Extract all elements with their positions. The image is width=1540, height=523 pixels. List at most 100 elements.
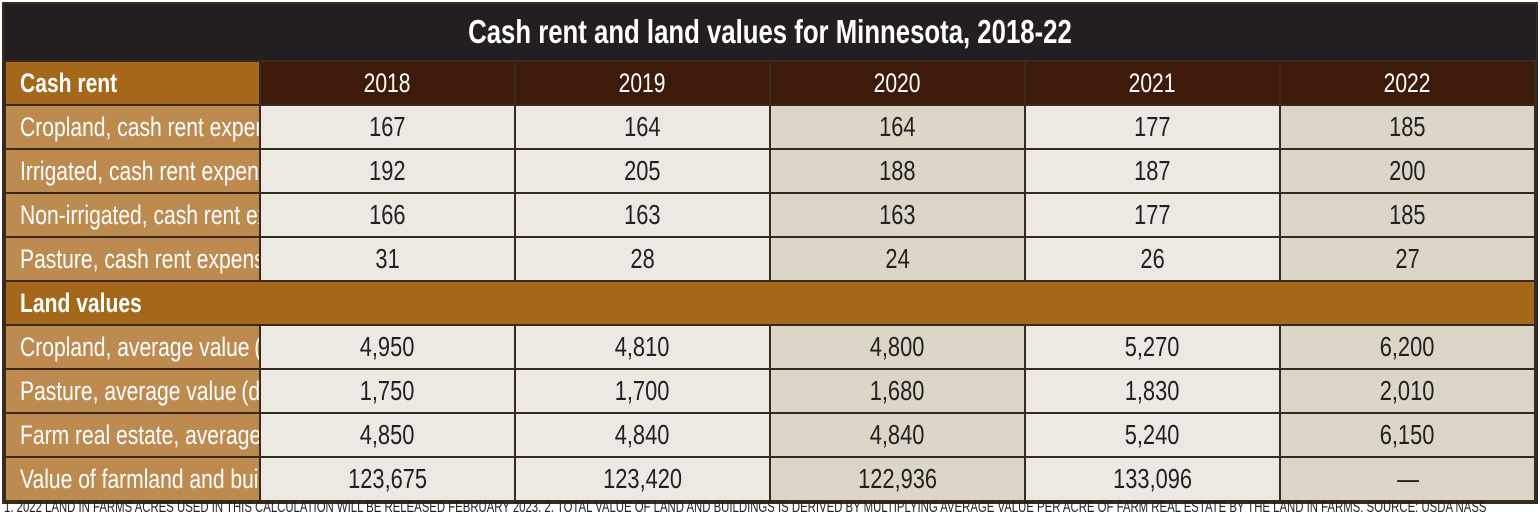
value-cell-2020: 164	[769, 104, 1026, 150]
value-text: 1,680	[870, 375, 925, 406]
section-title-text: Cash rent	[20, 67, 118, 98]
row-label: Non-irrigated, cash rent expense(dollars…	[4, 192, 261, 238]
row-label-text: Irrigated, cash rent expense	[20, 155, 260, 186]
value-cell-2020: 24	[769, 236, 1026, 282]
value-cell-2019: 164	[514, 104, 771, 150]
row-label-text: Farm real estate, average value	[20, 419, 260, 450]
value-text: 133,096	[1113, 463, 1192, 494]
row-label: Value of farmland and buildings 1, 2(mil…	[4, 456, 261, 502]
value-text: 205	[624, 155, 661, 186]
table-row: Cropland, cash rent expense(dollars per …	[4, 104, 1536, 150]
value-cell-2019: 4,840	[514, 412, 771, 458]
value-text: 28	[630, 243, 655, 274]
value-text: 167	[369, 111, 406, 142]
value-text: 187	[1134, 155, 1171, 186]
value-text: 163	[879, 199, 916, 230]
value-text: 123,675	[348, 463, 427, 494]
value-text: 188	[879, 155, 916, 186]
value-cell-2020: 122,936	[769, 456, 1026, 502]
value-text: 185	[1389, 111, 1426, 142]
value-cell-2018: 31	[259, 236, 516, 282]
row-label-text: Pasture, cash rent expense	[20, 243, 260, 274]
table-row: Pasture, cash rent expense(dollars per a…	[4, 236, 1536, 282]
value-cell-2019: 123,420	[514, 456, 771, 502]
value-cell-2022: 27	[1279, 236, 1536, 282]
value-cell-2021: 177	[1024, 192, 1281, 238]
value-text: 185	[1389, 199, 1426, 230]
value-cell-2022: 2,010	[1279, 368, 1536, 414]
value-text: 163	[624, 199, 661, 230]
value-cell-2022: 6,200	[1279, 324, 1536, 370]
year-header-2018: 2018	[259, 60, 516, 106]
table-row: Pasture, average value(dollars per acre)…	[4, 368, 1536, 414]
year-header-2022: 2022	[1279, 60, 1536, 106]
data-table-figure: Cash rent and land values for Minnesota,…	[2, 2, 1538, 504]
value-cell-2018: 1,750	[259, 368, 516, 414]
value-cell-2022: 185	[1279, 192, 1536, 238]
value-text: 122,936	[858, 463, 937, 494]
value-cell-2020: 4,840	[769, 412, 1026, 458]
section-header-row: Land values	[4, 280, 1536, 326]
value-cell-2018: 167	[259, 104, 516, 150]
value-cell-2018: 4,950	[259, 324, 516, 370]
value-text: 1,750	[360, 375, 415, 406]
value-text: 24	[885, 243, 910, 274]
row-label: Irrigated, cash rent expense(dollars per…	[4, 148, 261, 194]
value-text: 1,700	[615, 375, 670, 406]
value-cell-2021: 187	[1024, 148, 1281, 194]
year-header-2019: 2019	[514, 60, 771, 106]
section-title-text: Land values	[20, 287, 142, 318]
value-cell-2022: 6,150	[1279, 412, 1536, 458]
value-text: 192	[369, 155, 406, 186]
value-cell-2021: 5,270	[1024, 324, 1281, 370]
table-title: Cash rent and land values for Minnesota,…	[468, 13, 1072, 50]
row-label: Cropland, average value (dollars per acre…	[4, 324, 261, 370]
value-text: 2,010	[1380, 375, 1435, 406]
value-cell-2021: 177	[1024, 104, 1281, 150]
section-header-row: Cash rent 2018 2019 2020 2021 2022	[4, 60, 1536, 106]
value-cell-2022: 200	[1279, 148, 1536, 194]
row-unit: (dollars per acre)	[254, 332, 258, 363]
row-label: Cropland, cash rent expense(dollars per …	[4, 104, 261, 150]
value-text: 4,810	[615, 331, 670, 362]
year-label: 2022	[1384, 67, 1431, 98]
table-row: Irrigated, cash rent expense(dollars per…	[4, 148, 1536, 194]
value-text: 31	[375, 243, 400, 274]
row-label-text: Cropland, cash rent expense	[20, 111, 258, 142]
section-title: Land values	[4, 280, 1536, 326]
year-label: 2018	[364, 67, 411, 98]
value-cell-2019: 163	[514, 192, 771, 238]
value-cell-2019: 1,700	[514, 368, 771, 414]
table-title-bar: Cash rent and land values for Minnesota,…	[4, 4, 1536, 60]
year-label: 2020	[874, 67, 921, 98]
value-cell-2018: 192	[259, 148, 516, 194]
data-table: Cash rent 2018 2019 2020 2021 2022 Cropland, c…	[4, 60, 1536, 502]
year-header-2020: 2020	[769, 60, 1026, 106]
value-text: 200	[1389, 155, 1426, 186]
year-label: 2021	[1129, 67, 1176, 98]
table-row: Non-irrigated, cash rent expense(dollars…	[4, 192, 1536, 238]
value-cell-2018: 166	[259, 192, 516, 238]
value-text: 177	[1134, 199, 1171, 230]
value-text: 4,800	[870, 331, 925, 362]
value-cell-2020: 1,680	[769, 368, 1026, 414]
value-text: 6,150	[1380, 419, 1435, 450]
row-label: Farm real estate, average value(dollars …	[4, 412, 261, 458]
value-text: 27	[1395, 243, 1420, 274]
value-text: 166	[369, 199, 406, 230]
year-label: 2019	[619, 67, 666, 98]
row-unit: (dollars per acre)	[241, 375, 260, 406]
year-header-2021: 2021	[1024, 60, 1281, 106]
value-cell-2020: 163	[769, 192, 1026, 238]
footnote-text: 1. 2022 LAND IN FARMS ACRES USED IN THIS…	[4, 499, 1487, 516]
value-text: —	[1396, 463, 1419, 494]
value-text: 164	[879, 111, 916, 142]
value-text: 4,840	[870, 419, 925, 450]
row-label-text: Cropland, average value	[20, 331, 250, 362]
value-cell-2018: 123,675	[259, 456, 516, 502]
value-cell-2019: 28	[514, 236, 771, 282]
section-title: Cash rent	[4, 60, 261, 106]
value-text: 4,950	[360, 331, 415, 362]
value-cell-2020: 188	[769, 148, 1026, 194]
value-text: 123,420	[603, 463, 682, 494]
